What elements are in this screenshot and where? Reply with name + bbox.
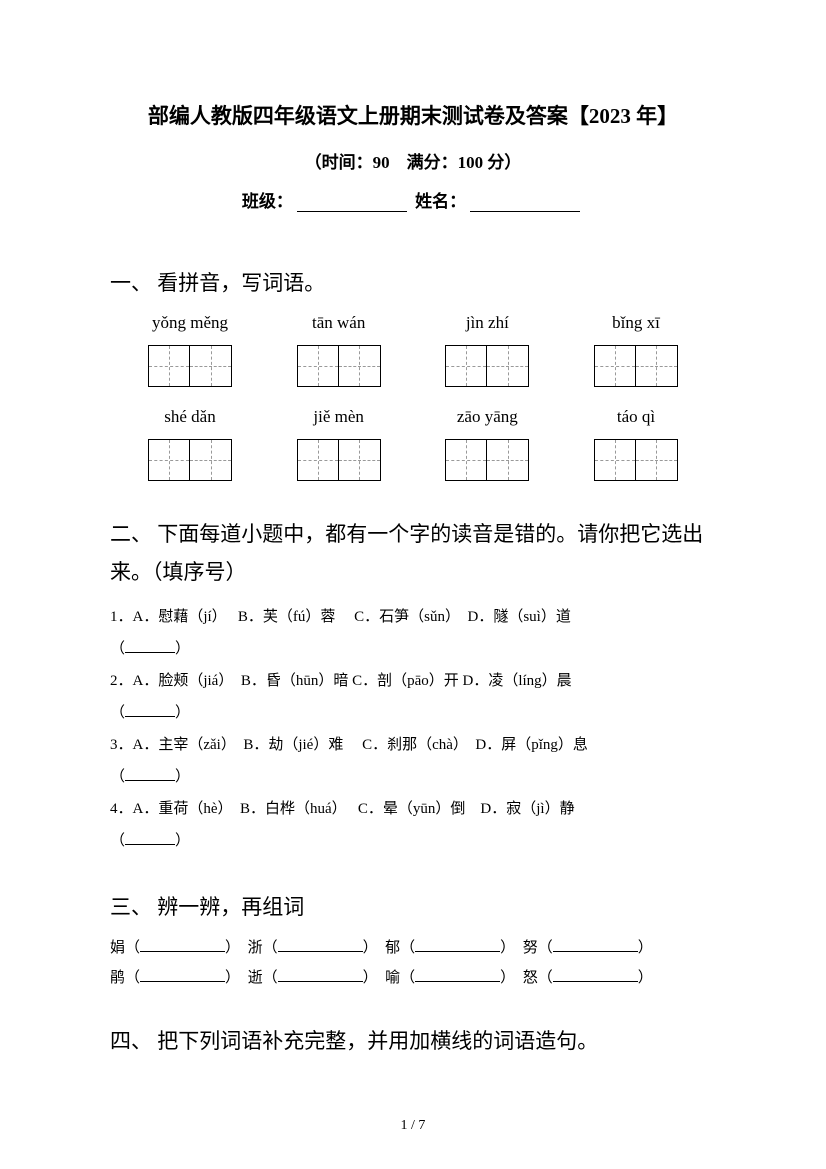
pinyin-item: tān wán — [269, 313, 409, 339]
pinyin-item: jìn zhí — [417, 313, 557, 339]
word-blank[interactable] — [553, 951, 638, 952]
name-label: 姓名： — [415, 192, 466, 211]
word-blank[interactable] — [415, 951, 500, 952]
char: 喻 — [385, 970, 400, 986]
word-blank[interactable] — [278, 951, 363, 952]
word-blank[interactable] — [140, 951, 225, 952]
char-box-pair[interactable] — [120, 439, 260, 481]
char: 怒 — [523, 970, 538, 986]
word-row-2: 鹃（） 逝（） 喻（） 怒（） — [110, 963, 716, 993]
pinyin-text: tān wán — [269, 313, 409, 333]
name-blank[interactable] — [470, 211, 580, 212]
pinyin-text: táo qì — [566, 407, 706, 427]
char-box-pair[interactable] — [269, 345, 409, 387]
question-2: 2．A．脸颊（jiá） B．昏（hūn）暗 C．剖（pāo）开 D．凌（líng… — [110, 666, 716, 696]
pinyin-text: yǒng měng — [120, 313, 260, 333]
answer-blank[interactable] — [125, 780, 175, 781]
section-2: 二、 下面每道小题中，都有一个字的读音是错的。请你把它选出来。（填序号） 1．A… — [110, 516, 716, 856]
pinyin-row-2: shé dǎn jiě mèn zāo yāng táo qì — [110, 407, 716, 433]
pinyin-row-1: yǒng měng tān wán jìn zhí bǐng xī — [110, 313, 716, 339]
pinyin-item: táo qì — [566, 407, 706, 433]
answer-blank[interactable] — [125, 652, 175, 653]
class-label: 班级： — [242, 192, 293, 211]
section-3: 三、 辨一辨，再组词 娟（） 浙（） 郁（） 努（） 鹃（） 逝（） 喻（） 怒… — [110, 891, 716, 993]
char-box-pair[interactable] — [120, 345, 260, 387]
word-blank[interactable] — [415, 981, 500, 982]
question-3-blank: （） — [110, 762, 716, 792]
question-2-blank: （） — [110, 698, 716, 728]
char-box-pair[interactable] — [269, 439, 409, 481]
char: 逝 — [248, 970, 263, 986]
word-row-1: 娟（） 浙（） 郁（） 努（） — [110, 933, 716, 963]
word-blank[interactable] — [278, 981, 363, 982]
section-1-heading: 一、 看拼音，写词语。 — [110, 267, 716, 297]
pinyin-text: zāo yāng — [417, 407, 557, 427]
pinyin-text: bǐng xī — [566, 313, 706, 333]
char: 郁 — [385, 940, 400, 956]
document-subtitle: （时间：90 满分：100 分） — [110, 148, 716, 173]
char-box-pair[interactable] — [417, 345, 557, 387]
section-4-heading: 四、 把下列词语补充完整，并用加横线的词语造句。 — [110, 1025, 716, 1055]
char: 浙 — [248, 940, 263, 956]
pinyin-text: jiě mèn — [269, 407, 409, 427]
question-1-blank: （） — [110, 634, 716, 664]
char: 娟 — [110, 940, 125, 956]
student-info-line: 班级： 姓名： — [110, 187, 716, 212]
question-1: 1．A．慰藉（jí） B．芙（fú）蓉 C．石笋（sǔn） D．隧（suì）道 — [110, 602, 716, 632]
question-3: 3．A．主宰（zǎi） B．劫（jié）难 C．刹那（chà） D．屏（pǐng… — [110, 730, 716, 760]
char-box-row-2 — [110, 439, 716, 481]
word-blank[interactable] — [140, 981, 225, 982]
answer-blank[interactable] — [125, 844, 175, 845]
word-blank[interactable] — [553, 981, 638, 982]
section-3-heading: 三、 辨一辨，再组词 — [110, 891, 716, 921]
char: 努 — [523, 940, 538, 956]
document-title: 部编人教版四年级语文上册期末测试卷及答案【2023 年】 — [110, 100, 716, 130]
pinyin-text: jìn zhí — [417, 313, 557, 333]
question-4-blank: （） — [110, 826, 716, 856]
pinyin-item: zāo yāng — [417, 407, 557, 433]
char-box-pair[interactable] — [417, 439, 557, 481]
char-box-pair[interactable] — [566, 439, 706, 481]
page-number: 1 / 7 — [0, 1118, 826, 1134]
pinyin-item: shé dǎn — [120, 407, 260, 433]
char: 鹃 — [110, 970, 125, 986]
section-2-heading: 二、 下面每道小题中，都有一个字的读音是错的。请你把它选出来。（填序号） — [110, 516, 716, 592]
pinyin-text: shé dǎn — [120, 407, 260, 427]
pinyin-item: yǒng měng — [120, 313, 260, 339]
pinyin-item: bǐng xī — [566, 313, 706, 339]
section-4: 四、 把下列词语补充完整，并用加横线的词语造句。 — [110, 1025, 716, 1055]
question-4: 4．A．重荷（hè） B．白桦（huá） C．晕（yūn）倒 D．寂（jì）静 — [110, 794, 716, 824]
char-box-pair[interactable] — [566, 345, 706, 387]
class-blank[interactable] — [297, 211, 407, 212]
pinyin-item: jiě mèn — [269, 407, 409, 433]
answer-blank[interactable] — [125, 716, 175, 717]
char-box-row-1 — [110, 345, 716, 387]
